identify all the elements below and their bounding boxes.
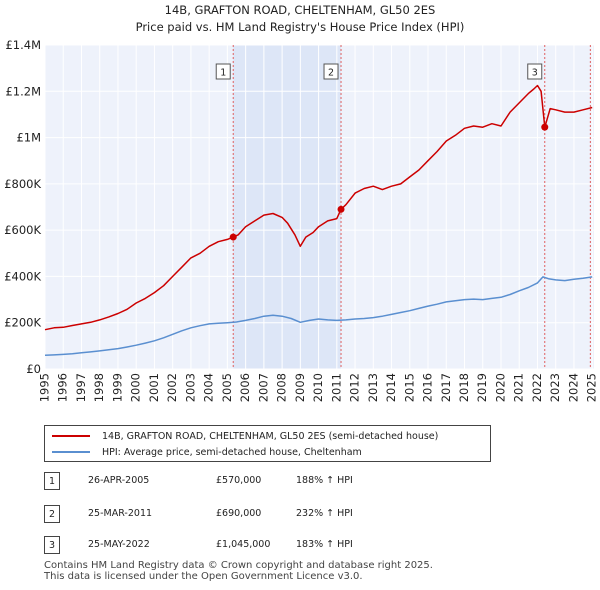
x-tick-label: 2005 [220,373,234,402]
x-tick-label: 1997 [74,373,88,402]
x-tick-label: 2012 [348,373,362,402]
x-tick-label: 2013 [366,373,380,402]
y-tick-label: £200K [4,316,41,330]
y-tick-label: £600K [4,223,41,237]
x-tick-label: 2007 [256,373,270,402]
transaction-number: 1 [44,472,60,490]
sale-point [337,205,345,213]
legend: 14B, GRAFTON ROAD, CHELTENHAM, GL50 2ES … [44,425,491,462]
highlight-span [233,45,342,369]
legend-item-hpi: HPI: Average price, semi-detached house,… [52,444,362,460]
x-tick-label: 1996 [56,373,70,402]
y-tick-label: £0 [26,362,41,376]
legend-label-property: 14B, GRAFTON ROAD, CHELTENHAM, GL50 2ES … [102,430,439,442]
footer-copyright: Contains HM Land Registry data © Crown c… [44,560,433,571]
x-tick-label: 2010 [311,373,325,402]
x-tick-label: 2022 [530,373,544,402]
chart-subtitle: Price paid vs. HM Land Registry's House … [136,20,465,34]
transaction-hpi: 183% ↑ HPI [296,539,353,550]
footer: Contains HM Land Registry data © Crown c… [44,560,433,582]
sale-number-box [527,63,543,80]
x-tick-label: 1999 [110,373,124,402]
sale-number-box [215,63,231,80]
x-tick-label: 2023 [548,373,562,402]
sale-number-label: 3 [532,68,538,79]
x-tick-label: 2004 [202,373,216,402]
x-tick-label: 2011 [329,373,343,402]
transaction-date: 25-MAR-2011 [88,508,153,519]
x-tick-label: 2018 [457,373,471,402]
price-chart: 14B, GRAFTON ROAD, CHELTENHAM, GL50 2ES … [4,3,599,402]
legend-label-hpi: HPI: Average price, semi-detached house,… [102,446,362,458]
transaction-number: 3 [44,536,60,554]
x-tick-label: 1998 [92,373,106,402]
y-tick-label: £1M [16,131,41,145]
x-tick-label: 2001 [147,373,161,402]
x-tick-label: 2017 [439,373,453,402]
y-tick-label: £400K [4,269,41,283]
x-tick-label: 2002 [165,373,179,402]
x-tick-label: 2020 [493,373,507,402]
x-tick-label: 1995 [38,373,52,402]
sale-point [229,233,237,241]
x-tick-label: 2015 [402,373,416,402]
x-tick-label: 2000 [129,373,143,402]
transaction-price: £690,000 [216,508,262,519]
hpi-line [44,276,593,357]
sale-number-box [323,63,339,80]
x-tick-label: 2003 [183,373,197,402]
x-tick-label: 2016 [421,373,435,402]
footer-licence: This data is licensed under the Open Gov… [44,571,363,582]
x-tick-label: 2025 [585,373,599,402]
x-tick-label: 2024 [566,373,580,402]
x-tick-label: 2021 [512,373,526,402]
property-price-line [44,84,593,331]
sale-point [541,123,549,131]
legend-line-red [52,435,90,437]
legend-line-blue [52,451,90,453]
x-tick-label: 2008 [275,373,289,402]
y-tick-label: £800K [4,177,41,191]
transaction-number: 2 [44,505,60,523]
sale-number-label: 2 [328,68,334,79]
sale-number-label: 1 [220,68,226,79]
x-tick-label: 2019 [475,373,489,402]
transaction-hpi: 188% ↑ HPI [296,475,353,486]
x-tick-label: 2009 [293,373,307,402]
legend-item-property: 14B, GRAFTON ROAD, CHELTENHAM, GL50 2ES … [52,428,438,444]
transaction-hpi: 232% ↑ HPI [296,508,353,519]
x-tick-label: 2014 [384,373,398,402]
transaction-price: £1,045,000 [216,539,271,550]
y-tick-label: £1.4M [5,38,41,52]
y-tick-label: £1.2M [5,84,41,98]
transaction-date: 26-APR-2005 [88,475,150,486]
x-tick-label: 2006 [238,373,252,402]
transaction-price: £570,000 [216,475,262,486]
transaction-date: 25-MAY-2022 [88,539,150,550]
chart-title: 14B, GRAFTON ROAD, CHELTENHAM, GL50 2ES [165,3,436,17]
